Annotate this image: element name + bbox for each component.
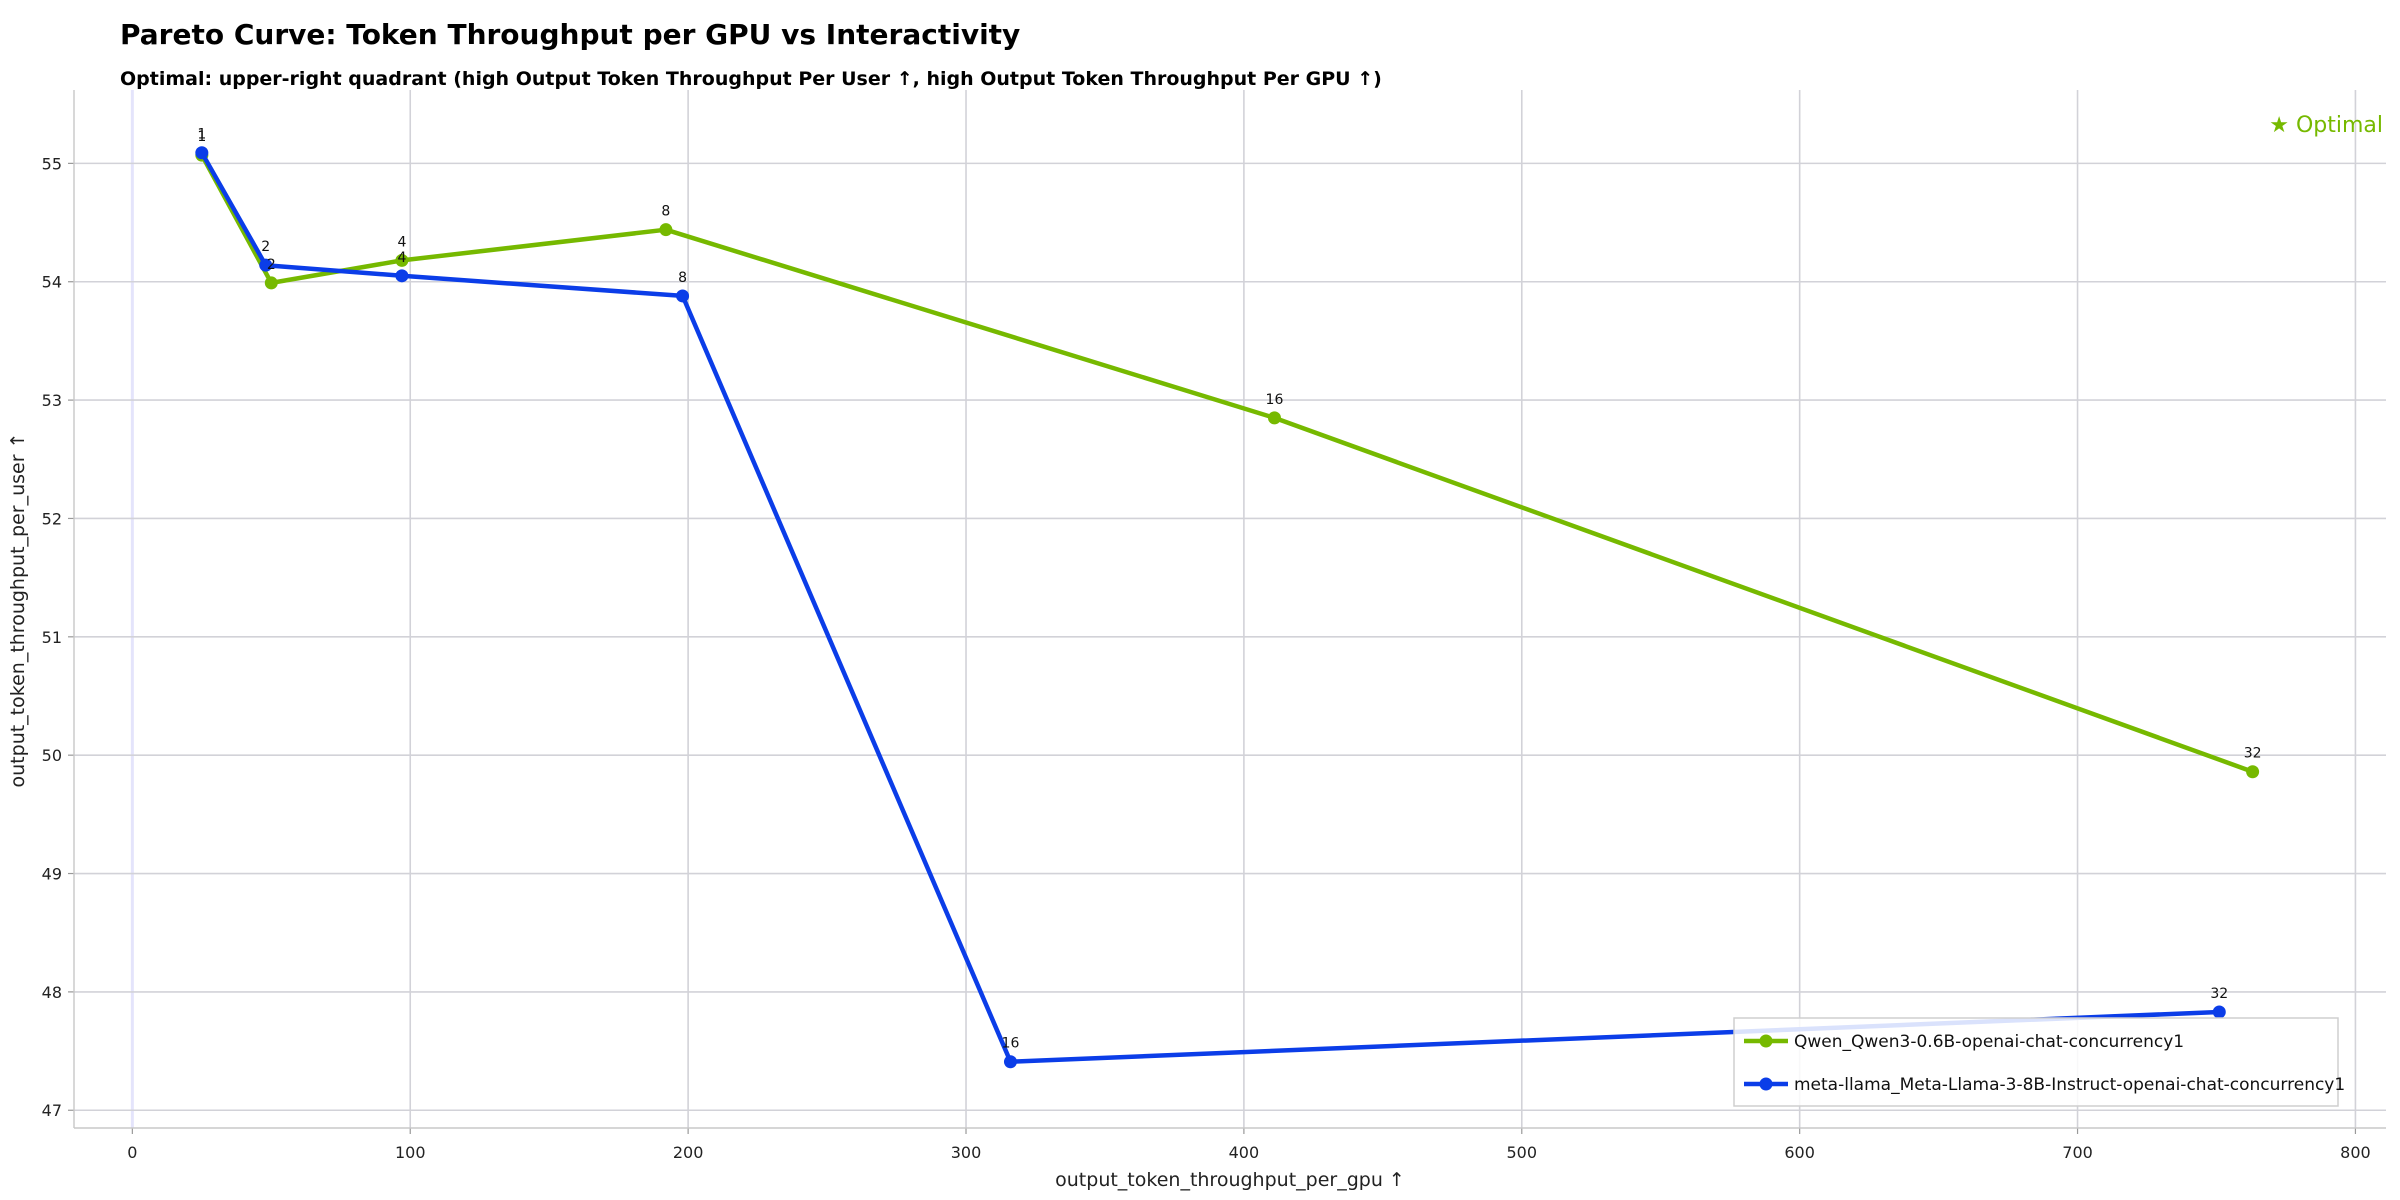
data-point-label: 4 — [397, 250, 406, 266]
data-point — [2246, 765, 2260, 779]
x-tick-label: 500 — [1507, 1143, 1538, 1162]
x-tick-label: 800 — [2340, 1143, 2371, 1162]
legend-swatch-marker — [1759, 1077, 1773, 1091]
data-point — [676, 289, 690, 303]
chart-subtitle: Optimal: upper-right quadrant (high Outp… — [120, 68, 1382, 90]
data-point-label: 2 — [261, 239, 270, 255]
data-point-label: 1 — [197, 129, 206, 145]
legend-box — [1733, 1017, 2339, 1107]
data-point-label: 16 — [1002, 1036, 1020, 1052]
optimal-annotation: ★ Optimal — [2269, 113, 2383, 138]
data-point — [659, 223, 673, 237]
data-point-label: 32 — [2244, 746, 2262, 762]
x-tick-label: 300 — [951, 1143, 982, 1162]
x-tick-label: 0 — [127, 1143, 137, 1162]
data-point — [395, 253, 409, 267]
y-tick-label: 51 — [42, 628, 62, 647]
data-point-label: 8 — [678, 270, 687, 286]
data-point — [195, 146, 209, 160]
data-point — [259, 258, 273, 272]
legend: Qwen_Qwen3-0.6B-openai-chat-concurrency1… — [1733, 1017, 2345, 1107]
x-tick-label: 700 — [2062, 1143, 2093, 1162]
data-point-label: 8 — [661, 204, 670, 220]
data-point — [264, 276, 278, 290]
y-tick-label: 53 — [42, 391, 62, 410]
data-point-label: 32 — [2210, 986, 2228, 1002]
data-point-label: 1 — [197, 127, 206, 143]
grid-lines — [74, 90, 2386, 1128]
data-point — [395, 269, 409, 283]
x-tick-label: 400 — [1229, 1143, 1260, 1162]
data-point — [2212, 1005, 2226, 1019]
x-axis-label: output_token_throughput_per_gpu ↑ — [1055, 1169, 1405, 1191]
y-tick-label: 55 — [42, 154, 62, 173]
data-point-label: 16 — [1266, 392, 1284, 408]
series-line-2 — [199, 151, 2220, 1064]
legend-entry: Qwen_Qwen3-0.6B-openai-chat-concurrency1 — [1794, 1032, 2184, 1052]
y-tick-label: 47 — [42, 1101, 62, 1120]
data-point — [1267, 411, 1281, 425]
y-tick-label: 48 — [42, 983, 62, 1002]
x-tick-label: 600 — [1784, 1143, 1815, 1162]
y-tick-label: 52 — [42, 509, 62, 528]
y-tick-label: 50 — [42, 746, 62, 765]
legend-entry: meta-llama_Meta-Llama-3-8B-Instruct-open… — [1794, 1075, 2345, 1095]
series-layer — [195, 146, 2260, 1069]
data-point — [1003, 1055, 1017, 1069]
chart-title: Pareto Curve: Token Throughput per GPU v… — [120, 18, 1020, 51]
y-tick-label: 54 — [42, 273, 62, 292]
series-line-1 — [199, 154, 2254, 774]
x-tick-label: 100 — [395, 1143, 426, 1162]
data-point-label: 2 — [267, 257, 276, 273]
y-tick-label: 49 — [42, 865, 62, 884]
axes: 0 100 200 300 400 500 600 700 800474849505152535… — [42, 90, 2386, 1162]
x-tick-label: 200 — [673, 1143, 704, 1162]
data-point-label: 4 — [397, 234, 406, 250]
y-axis-label: output_token_throughput_per_user ↑ — [7, 433, 29, 788]
legend-swatch-marker — [1759, 1034, 1773, 1048]
